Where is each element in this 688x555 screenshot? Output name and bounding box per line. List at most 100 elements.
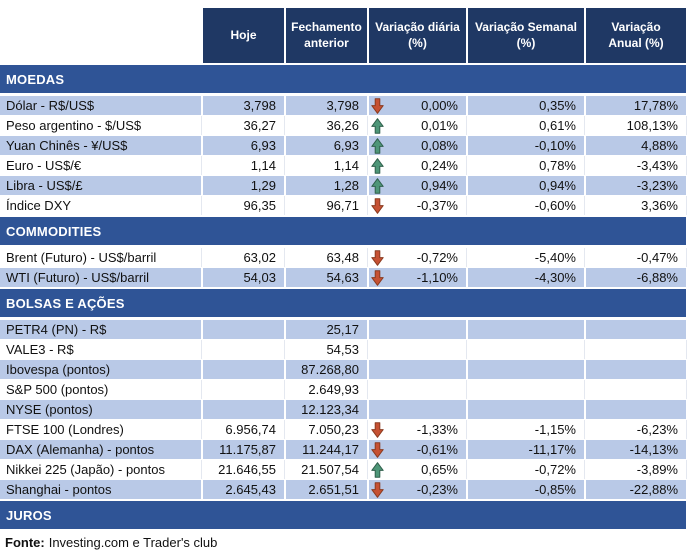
cell-variacao-semanal: 0,35%	[468, 96, 584, 115]
cell-variacao-anual	[586, 380, 686, 399]
column-header-fechamento: Fechamento anterior	[286, 8, 367, 63]
column-header-variacao-diaria: Variação diária (%)	[369, 8, 466, 63]
cell-fechamento: 25,17	[286, 320, 367, 339]
cell-variacao-diaria: 0,08%	[369, 136, 466, 155]
cell-hoje: 54,03	[203, 268, 284, 287]
cell-variacao-anual: 108,13%	[586, 116, 686, 135]
row-label: Brent (Futuro) - US$/barril	[0, 248, 201, 267]
table-row: NYSE (pontos) 12.123,34	[0, 400, 686, 419]
row-label: Euro - US$/€	[0, 156, 201, 175]
table-row: Yuan Chinês - ¥/US$ 6,93 6,93 0,08% -0,1…	[0, 136, 686, 155]
cell-variacao-diaria	[369, 320, 466, 339]
trend-arrow-icon	[371, 322, 384, 338]
cell-variacao-semanal: 0,61%	[468, 116, 584, 135]
section-header: MOEDAS	[0, 65, 686, 93]
cell-variacao-anual	[586, 360, 686, 379]
cell-variacao-diaria: 0,94%	[369, 176, 466, 195]
variacao-diaria-value: -0,23%	[416, 482, 458, 497]
trend-arrow-icon	[371, 362, 384, 378]
cell-variacao-semanal	[468, 360, 584, 379]
section-title: JUROS	[6, 507, 52, 523]
cell-variacao-diaria	[369, 340, 466, 359]
row-label: WTI (Futuro) - US$/barril	[0, 268, 201, 287]
row-label: Ibovespa (pontos)	[0, 360, 201, 379]
table-row: Brent (Futuro) - US$/barril 63,02 63,48 …	[0, 248, 686, 267]
table-row: Nikkei 225 (Japão) - pontos 21.646,55 21…	[0, 460, 686, 479]
row-label: Nikkei 225 (Japão) - pontos	[0, 460, 201, 479]
cell-hoje: 96,35	[203, 196, 284, 215]
table-body: MOEDAS Dólar - R$/US$ 3,798 3,798 0,00% …	[0, 65, 688, 529]
table-row: DAX (Alemanha) - pontos 11.175,87 11.244…	[0, 440, 686, 459]
cell-variacao-diaria: -0,37%	[369, 196, 466, 215]
table-row: VALE3 - R$ 54,53	[0, 340, 686, 359]
section-title: COMMODITIES	[6, 223, 102, 239]
variacao-diaria-value: 0,01%	[421, 118, 458, 133]
up-arrow-icon	[371, 137, 384, 154]
cell-variacao-semanal: -11,17%	[468, 440, 584, 459]
cell-fechamento: 6,93	[286, 136, 367, 155]
cell-variacao-anual: 17,78%	[586, 96, 686, 115]
up-arrow-icon	[371, 117, 384, 134]
cell-variacao-anual	[586, 320, 686, 339]
cell-variacao-anual: -3,89%	[586, 460, 686, 479]
cell-fechamento: 1,28	[286, 176, 367, 195]
row-label: Libra - US$/£	[0, 176, 201, 195]
cell-variacao-diaria: -0,72%	[369, 248, 466, 267]
table-row: Shanghai - pontos 2.645,43 2.651,51 -0,2…	[0, 480, 686, 499]
cell-fechamento: 1,14	[286, 156, 367, 175]
table-section: JUROS	[0, 501, 688, 529]
cell-variacao-semanal: -1,15%	[468, 420, 584, 439]
cell-variacao-semanal	[468, 400, 584, 419]
column-header-variacao-anual: Variação Anual (%)	[586, 8, 686, 63]
down-arrow-icon	[371, 421, 384, 438]
section-header: JUROS	[0, 501, 686, 529]
row-label: PETR4 (PN) - R$	[0, 320, 201, 339]
cell-hoje: 2.645,43	[203, 480, 284, 499]
row-label: Peso argentino - $/US$	[0, 116, 201, 135]
cell-fechamento: 21.507,54	[286, 460, 367, 479]
cell-variacao-diaria: 0,24%	[369, 156, 466, 175]
cell-variacao-diaria	[369, 400, 466, 419]
cell-variacao-anual: -22,88%	[586, 480, 686, 499]
variacao-diaria-value: -0,61%	[416, 442, 458, 457]
row-label: Dólar - R$/US$	[0, 96, 201, 115]
table-row: FTSE 100 (Londres) 6.956,74 7.050,23 -1,…	[0, 420, 686, 439]
down-arrow-icon	[371, 249, 384, 266]
variacao-diaria-value: 0,65%	[421, 462, 458, 477]
source-text: Investing.com e Trader's club	[48, 535, 218, 550]
cell-variacao-semanal: -4,30%	[468, 268, 584, 287]
cell-variacao-diaria: -0,61%	[369, 440, 466, 459]
up-arrow-icon	[371, 461, 384, 478]
cell-variacao-diaria	[369, 380, 466, 399]
cell-fechamento: 2.649,93	[286, 380, 367, 399]
cell-variacao-anual	[586, 340, 686, 359]
cell-fechamento: 11.244,17	[286, 440, 367, 459]
row-label: NYSE (pontos)	[0, 400, 201, 419]
table-row: Índice DXY 96,35 96,71 -0,37% -0,60% 3,3…	[0, 196, 686, 215]
cell-hoje	[203, 320, 284, 339]
column-header-hoje: Hoje	[203, 8, 284, 63]
source-note: Fonte: Investing.com e Trader's club	[0, 535, 688, 550]
row-label: FTSE 100 (Londres)	[0, 420, 201, 439]
cell-variacao-semanal: 0,78%	[468, 156, 584, 175]
cell-variacao-diaria	[369, 360, 466, 379]
cell-hoje: 6.956,74	[203, 420, 284, 439]
variacao-diaria-value: 0,00%	[421, 98, 458, 113]
source-label: Fonte:	[5, 535, 45, 550]
cell-variacao-semanal: -0,72%	[468, 460, 584, 479]
cell-hoje: 1,14	[203, 156, 284, 175]
cell-variacao-semanal	[468, 340, 584, 359]
up-arrow-icon	[371, 157, 384, 174]
cell-variacao-anual: 3,36%	[586, 196, 686, 215]
row-label: Índice DXY	[0, 196, 201, 215]
cell-variacao-semanal: -0,60%	[468, 196, 584, 215]
cell-hoje: 36,27	[203, 116, 284, 135]
row-label: Yuan Chinês - ¥/US$	[0, 136, 201, 155]
cell-fechamento: 87.268,80	[286, 360, 367, 379]
cell-fechamento: 63,48	[286, 248, 367, 267]
cell-hoje	[203, 400, 284, 419]
cell-variacao-semanal	[468, 320, 584, 339]
cell-variacao-anual	[586, 400, 686, 419]
table-row: Peso argentino - $/US$ 36,27 36,26 0,01%…	[0, 116, 686, 135]
